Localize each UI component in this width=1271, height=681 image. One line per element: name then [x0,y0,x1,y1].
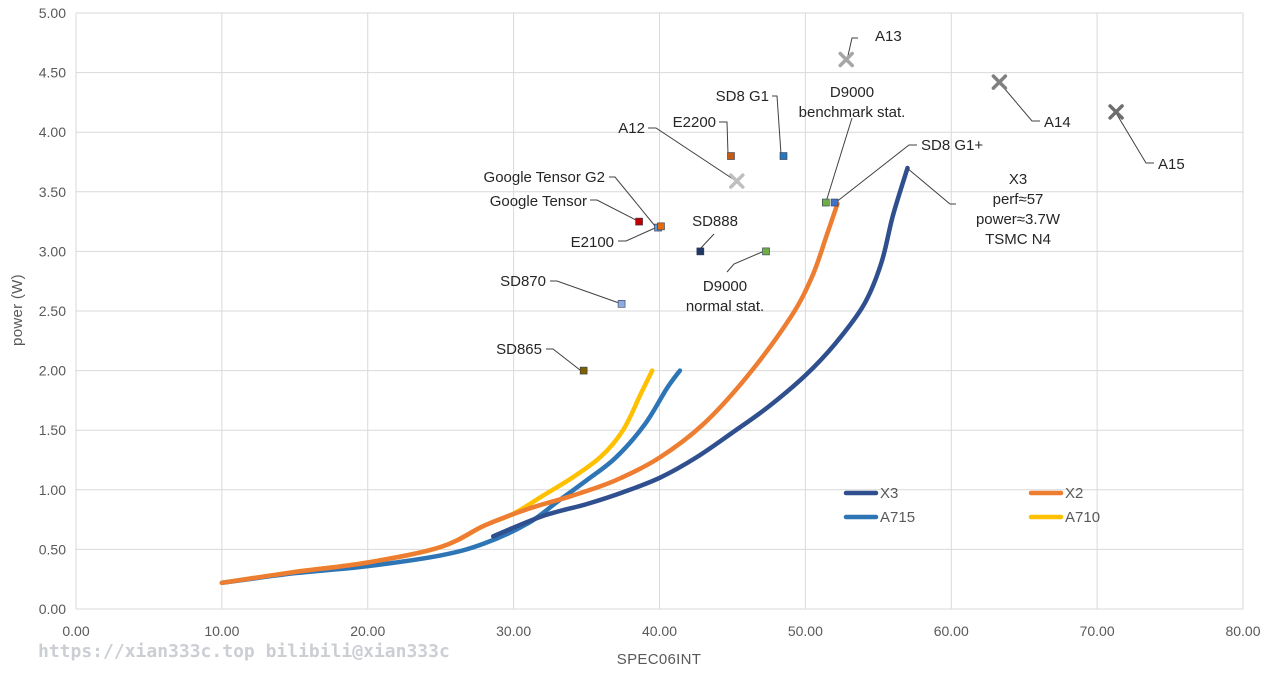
x3-annotation: X3 perf≈57 power≈3.7W TSMC N4 [976,171,1061,248]
leader-e2100 [618,227,656,242]
legend-label: X2 [1065,485,1083,502]
x-tick-label: 10.00 [204,623,239,639]
marker-sd888 [696,247,705,256]
grid [75,12,1244,610]
label-sd870: SD870 [500,273,546,290]
x-tick-label: 0.00 [62,623,89,639]
x-axis-title: SPEC06INT [617,651,701,668]
x-tick-label: 60.00 [934,623,969,639]
leader-sd865 [546,348,581,371]
label-e2100: E2100 [571,234,614,251]
y-tick-label: 2.00 [39,363,66,379]
y-tick-label: 1.50 [39,422,66,438]
series-lines [219,165,910,586]
marker-a13 [838,51,854,68]
leader-google-tensor [590,199,637,221]
x-tick-label: 40.00 [642,623,677,639]
x-tick-label: 80.00 [1225,623,1260,639]
marker-d9000-benchmark-stat [821,198,830,207]
x-tick-label: 20.00 [350,623,385,639]
leader-d9000-normal-stat [726,251,763,273]
label-sd865: SD865 [496,341,542,358]
leader-sd870 [550,280,620,304]
leader-a13 [846,37,858,61]
label-sd8-g1: SD8 G1+ [921,137,983,154]
y-tick-label: 5.00 [39,5,66,21]
y-axis-ticks: 0.00 0.50 1.00 1.50 2.00 2.50 3.00 3.50 4.00 4.50… [39,5,66,617]
label-d9000-normal-stat: D9000 normal stat. [686,278,764,315]
marker-sd8-g1 [779,152,788,160]
marker-d9000-normal-stat [762,247,770,256]
leader-google-tensor-g2 [609,176,656,227]
marker-a15 [1108,104,1124,120]
series-line-a715 [219,368,683,586]
legend-label: A715 [880,509,915,526]
label-a15: A15 [1158,156,1185,173]
marker-e2200 [727,152,735,160]
label-google-tensor: Google Tensor [490,193,587,210]
label-google-tensor-g2: Google Tensor G2 [484,169,605,186]
leader-sd8-g1 [834,144,917,204]
legend-item-a715: A715 [843,509,915,526]
label-sd888: SD888 [692,213,738,230]
marker-google-tensor [635,217,643,226]
leader-e2200 [719,121,729,155]
label-sd8-g1: SD8 G1 [716,88,769,105]
label-d9000-benchmark-stat: D9000 benchmark stat. [799,84,906,121]
y-tick-label: 0.00 [39,601,66,617]
label-a13: A13 [875,28,902,45]
x-axis-ticks: 0.00 10.00 20.00 30.00 40.00 50.00 60.00 70.00 8… [62,623,1260,639]
y-tick-label: 0.50 [39,541,66,557]
y-tick-label: 4.00 [39,124,66,140]
legend-item-a710: A710 [1028,509,1100,526]
leader-a12 [648,127,737,182]
x-tick-label: 30.00 [496,623,531,639]
legend-label: A710 [1065,509,1100,526]
leader-d9000-benchmark-stat [825,117,853,203]
marker-a12 [729,173,745,189]
leader-lines [546,37,1154,371]
marker-sd870 [617,300,626,308]
leader-a15 [1115,112,1154,164]
y-tick-label: 3.00 [39,243,66,259]
watermark: https://xian333c.top bilibili@xian333c [38,641,450,662]
label-a12: A12 [618,120,645,137]
y-axis-title: power (W) [9,274,26,346]
y-tick-label: 2.50 [39,303,66,319]
marker-sd8-g1 [830,198,839,207]
legend: X3 X2 A715 A710 [843,485,1100,526]
point-markers [579,51,1124,375]
legend-label: X3 [880,485,898,502]
series-line-x3 [490,165,910,539]
marker-sd865 [579,366,588,375]
marker-e2100 [657,222,665,231]
x-tick-label: 70.00 [1080,623,1115,639]
y-tick-label: 1.00 [39,482,66,498]
y-tick-label: 3.50 [39,184,66,200]
leader-x3-annotation [906,167,956,205]
leader-sd888 [698,233,715,251]
legend-item-x2: X2 [1028,485,1083,502]
series-line-x2 [219,201,840,586]
label-e2200: E2200 [673,114,716,131]
leader-a14 [998,81,1040,122]
label-a14: A14 [1044,114,1071,131]
x-tick-label: 50.00 [788,623,823,639]
y-tick-label: 4.50 [39,65,66,81]
leader-sd8-g1 [772,95,782,155]
marker-a14 [991,74,1008,90]
legend-item-x3: X3 [843,485,898,502]
